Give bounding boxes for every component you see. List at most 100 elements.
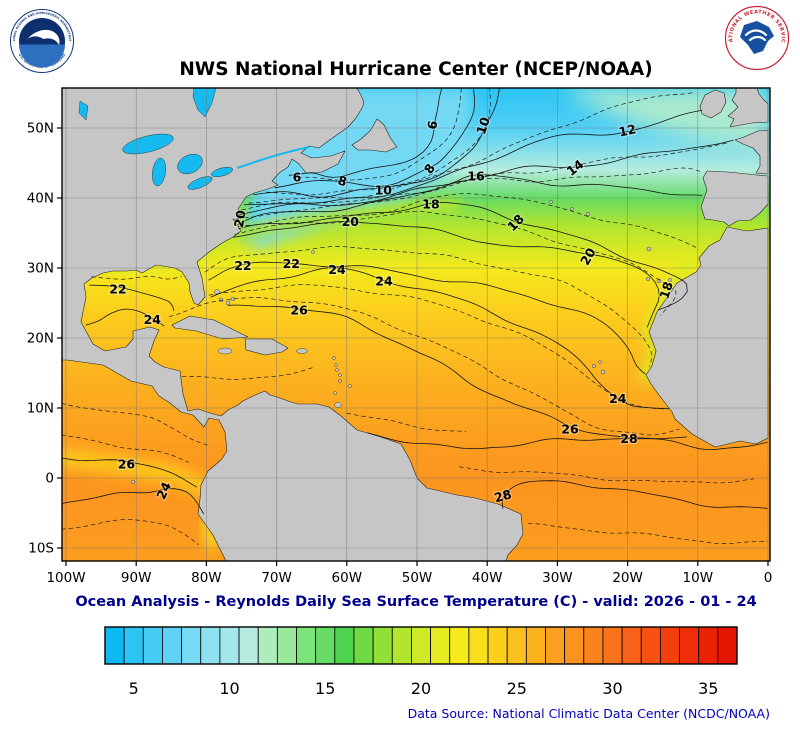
lake-superior	[122, 133, 174, 155]
x-tick-label-90W: 90W	[121, 570, 152, 586]
colorbar-cell-35.5	[717, 626, 738, 665]
figure-title: NWS National Hurricane Center (NCEP/NOAA…	[179, 59, 652, 80]
island	[592, 364, 597, 369]
colorbar-frame	[104, 626, 738, 665]
island	[130, 480, 135, 485]
colorbar-cell-33.5	[679, 626, 700, 665]
isotherm-27-dashed	[181, 366, 315, 380]
isotherm-9-dashed	[266, 88, 491, 196]
colorbar-cell-16.5	[353, 626, 374, 665]
isotherm-7-dashed	[297, 88, 462, 181]
landmass-8	[244, 338, 289, 356]
y-tick-label-10N: 10N	[27, 401, 54, 417]
island	[338, 373, 342, 377]
island	[348, 384, 352, 388]
contour-label-26: 26	[118, 457, 136, 472]
isotherm-20	[233, 220, 660, 328]
island	[646, 277, 651, 282]
isotherm-28	[367, 432, 768, 451]
colorbar-cell-7.5	[181, 626, 202, 665]
x-tick-label-50W: 50W	[402, 570, 433, 586]
colorbar-cell-23.5	[487, 626, 508, 665]
data-source: Data Source: National Climatic Data Cent…	[408, 706, 770, 721]
landmass-0	[62, 88, 524, 561]
x-tick-label-100W: 100W	[46, 570, 85, 586]
isotherm-lines	[62, 88, 768, 545]
x-tick-label-10W: 10W	[683, 570, 714, 586]
contour-label-28: 28	[492, 486, 513, 505]
island	[586, 211, 591, 216]
colorbar-cell-14.5	[315, 626, 336, 665]
colorbar-cell-15.5	[334, 626, 355, 665]
x-tick-label-60W: 60W	[332, 570, 363, 586]
isotherm-23-dashed	[208, 284, 666, 410]
isotherm-10	[253, 88, 500, 198]
contour-label-24: 24	[328, 262, 346, 277]
landmass-5	[700, 170, 769, 227]
isotherm-11-dashed	[248, 91, 695, 204]
isotherm-27-dashed	[62, 434, 189, 463]
colorbar-cell-26.5	[545, 626, 566, 665]
x-tick-label-80W: 80W	[191, 570, 222, 586]
contour-label-10: 10	[375, 182, 393, 197]
y-tick-label-50N: 50N	[27, 121, 54, 137]
landmasses	[62, 88, 769, 561]
island	[646, 246, 652, 252]
colorbar-cell-5.5	[142, 626, 163, 665]
colorbar-cell-17.5	[372, 626, 393, 665]
x-tick-label-0: 0	[764, 570, 773, 586]
x-tick-label-30W: 30W	[542, 570, 573, 586]
colorbar-cell-25.5	[525, 626, 546, 665]
island-trinidad	[334, 402, 342, 408]
contour-label-18: 18	[656, 280, 676, 301]
colorbar-tick-label-10: 10	[219, 679, 239, 698]
x-tick-label-70W: 70W	[261, 570, 292, 586]
james-bay	[192, 88, 217, 118]
colorbar-cell-11.5	[257, 626, 278, 665]
colorbar-cell-4.5	[123, 626, 144, 665]
colorbar-cell-13.5	[296, 626, 317, 665]
contour-label-12: 12	[617, 121, 637, 139]
isotherm-24	[85, 308, 165, 327]
nws-gull-icon	[744, 29, 768, 42]
graticule	[62, 88, 770, 561]
colorbar-cell-9.5	[219, 626, 240, 665]
y-tick-label-30N: 30N	[27, 261, 54, 277]
isotherm-16	[237, 174, 703, 225]
st-lawrence-river	[236, 146, 310, 169]
isotherm-13-dashed	[241, 142, 729, 211]
island	[668, 278, 673, 283]
lakes	[78, 88, 310, 190]
contour-label-22: 22	[234, 258, 251, 273]
isotherm-15-dashed	[236, 167, 704, 220]
colorbar-cell-3.5	[104, 626, 125, 665]
colorbar-tick-label-35: 35	[698, 679, 718, 698]
colorbar-tick-label-15: 15	[315, 679, 335, 698]
colorbar-cell-24.5	[506, 626, 527, 665]
isotherm-22	[89, 284, 175, 311]
isotherm-27-dashed	[346, 412, 467, 432]
isotherm-23-dashed	[62, 519, 199, 545]
isotherm-17-dashed	[237, 193, 697, 248]
contour-label-22: 22	[283, 256, 300, 271]
contour-label-22: 22	[109, 282, 126, 297]
island	[311, 250, 315, 254]
landmass-6	[645, 226, 769, 448]
isotherm-19-dashed	[234, 210, 677, 316]
contour-label-20: 20	[231, 209, 249, 229]
isotherm-24	[210, 267, 670, 410]
colorbar-cell-30.5	[621, 626, 642, 665]
island	[598, 360, 602, 364]
colorbar-cell-32.5	[659, 626, 680, 665]
contour-label-20: 20	[342, 214, 360, 229]
island	[549, 200, 553, 204]
colorbar-cell-28.5	[583, 626, 604, 665]
island	[225, 300, 231, 306]
isotherm-24	[62, 488, 205, 515]
isotherm-26	[62, 457, 198, 488]
y-tick-label-40N: 40N	[27, 191, 54, 207]
